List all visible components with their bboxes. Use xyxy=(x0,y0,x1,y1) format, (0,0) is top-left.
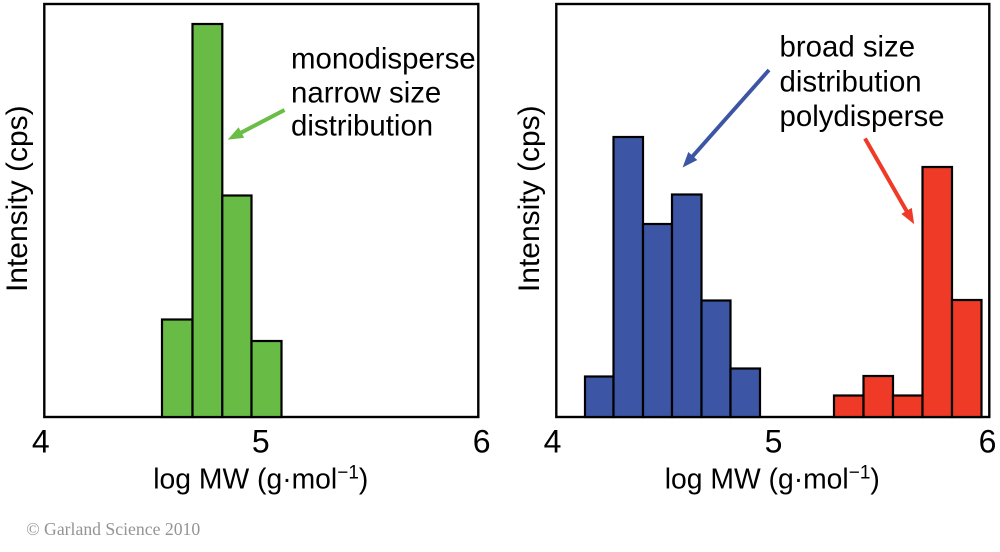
svg-text:log MW (g·mol−1): log MW (g·mol−1) xyxy=(665,462,880,494)
svg-text:5: 5 xyxy=(765,424,783,460)
svg-text:4: 4 xyxy=(32,424,50,460)
svg-text:log MW (g·mol−1): log MW (g·mol−1) xyxy=(153,462,368,494)
svg-text:distribution: distribution xyxy=(780,65,922,98)
svg-text:© Garland Science 2010: © Garland Science 2010 xyxy=(26,519,200,539)
svg-text:5: 5 xyxy=(252,424,270,460)
svg-text:Intensity (cps): Intensity (cps) xyxy=(1,105,34,292)
svg-text:Intensity (cps): Intensity (cps) xyxy=(513,105,546,292)
svg-text:6: 6 xyxy=(473,424,491,460)
svg-text:4: 4 xyxy=(544,424,562,460)
svg-text:distribution: distribution xyxy=(291,110,433,143)
svg-text:polydisperse: polydisperse xyxy=(780,100,945,133)
svg-text:narrow size: narrow size xyxy=(291,76,441,109)
svg-text:6: 6 xyxy=(979,424,997,460)
svg-text:monodisperse: monodisperse xyxy=(291,43,476,76)
svg-text:broad size: broad size xyxy=(780,31,916,64)
